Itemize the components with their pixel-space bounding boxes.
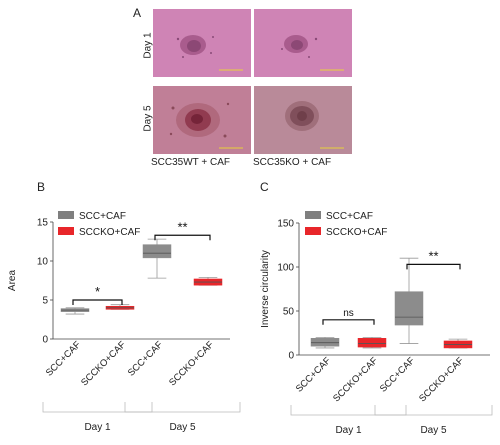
- chartb-legend-swatch: [58, 211, 74, 219]
- chartb-y-tick-label: 10: [37, 257, 49, 268]
- chartb-group-label: Day 5: [169, 422, 196, 433]
- chartc-significance-label: **: [428, 248, 438, 263]
- chartb-y-tick-label: 0: [42, 335, 48, 346]
- chartb-y-tick-label: 15: [37, 218, 49, 229]
- chartc-y-axis-label: Inverse circularity: [260, 250, 271, 328]
- panel-b-label: B: [37, 180, 46, 194]
- chartc-y-tick-label: 0: [288, 351, 294, 362]
- chartb-significance-bracket: [154, 234, 211, 241]
- chartb-x-tick-label: SCC+CAF: [44, 339, 83, 378]
- caption-wt: SCC35WT + CAF: [151, 157, 230, 168]
- micrograph-wt-day5: [153, 86, 251, 154]
- chartb-y-axis-label: Area: [7, 270, 18, 292]
- chartc-group-bracket: [290, 405, 407, 416]
- chartc-significance-label: ns: [343, 308, 354, 319]
- chartb-x-tick-label: SCCKO+CAF: [79, 339, 128, 388]
- micrograph-ko-day1: [254, 9, 352, 77]
- chartb-box: [142, 244, 172, 259]
- panel-a-label: A: [133, 6, 142, 20]
- chartc-legend-swatch: [305, 211, 321, 219]
- chartb-x-tick-label: SCC+CAF: [126, 339, 165, 378]
- chartb-x-tick-label: SCCKO+CAF: [167, 339, 216, 388]
- chartc-legend-label: SCCKO+CAF: [326, 227, 387, 238]
- row-label-day1: Day 1: [142, 32, 154, 59]
- chartc-box: [310, 338, 340, 347]
- chartb-group-bracket: [124, 402, 241, 413]
- chartb-legend-label: SCCKO+CAF: [79, 227, 140, 238]
- row-label-day5: Day 5: [142, 105, 154, 132]
- chartc-legend-label: SCC+CAF: [326, 211, 373, 222]
- chartb-legend-swatch: [58, 227, 74, 235]
- chartc-x-tick-label: SCCKO+CAF: [331, 355, 380, 404]
- chartb-y-tick-label: 5: [42, 296, 48, 307]
- chartb-legend-label: SCC+CAF: [79, 211, 126, 222]
- chartc-significance-bracket: [322, 319, 375, 325]
- chartc-x-tick-label: SCC+CAF: [294, 355, 333, 394]
- chartc-box: [394, 291, 424, 326]
- chart-area-boxplot: 051015AreaSCC+CAFSCCKO+CAF***SCC+CAFSCCK…: [7, 211, 241, 433]
- micrograph-ko-day5: [254, 86, 352, 154]
- chartc-box: [357, 338, 387, 348]
- chartb-group-label: Day 1: [84, 422, 111, 433]
- chartc-x-tick-label: SCCKO+CAF: [417, 355, 466, 404]
- panel-c-label: C: [260, 180, 269, 194]
- chartc-group-bracket: [374, 405, 493, 416]
- chartb-significance-label: **: [177, 219, 187, 234]
- chartc-group-label: Day 1: [335, 425, 362, 436]
- chartc-y-tick-label: 150: [277, 219, 294, 230]
- micrograph-wt-day1: [153, 9, 251, 77]
- chartb-group-bracket: [42, 402, 153, 413]
- chartb-significance-bracket: [72, 299, 123, 305]
- chartc-significance-bracket: [406, 263, 461, 270]
- chartc-y-tick-label: 50: [283, 307, 295, 318]
- chartc-y-tick-label: 100: [277, 263, 294, 274]
- chartc-group-label: Day 5: [420, 425, 447, 436]
- chartc-x-tick-label: SCC+CAF: [378, 355, 417, 394]
- chartb-significance-label: *: [95, 284, 100, 299]
- chartc-legend-swatch: [305, 227, 321, 235]
- caption-ko: SCC35KO + CAF: [253, 157, 332, 168]
